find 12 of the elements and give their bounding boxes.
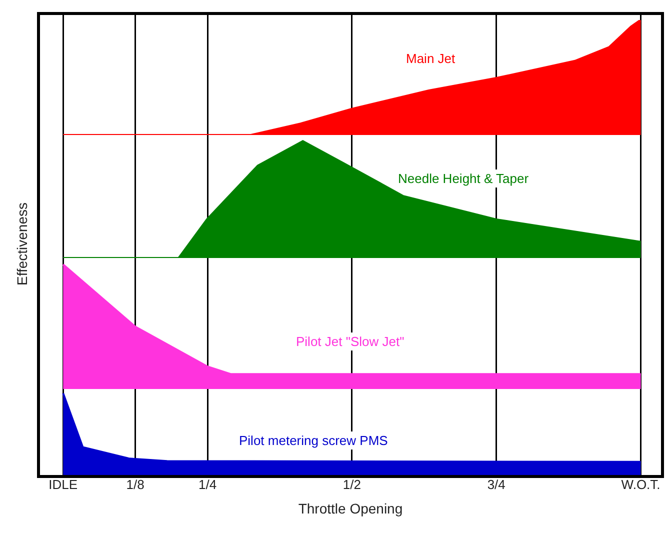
series-label: Needle Height & Taper [398, 171, 530, 186]
series-label: Main Jet [406, 51, 456, 66]
x-axis-title: Throttle Opening [298, 500, 403, 516]
x-tick-label: IDLE [48, 477, 78, 492]
x-tick-label: 1/4 [198, 477, 217, 492]
y-axis-title: Effectiveness [14, 202, 30, 288]
series-label: Pilot metering screw PMS [239, 433, 388, 448]
x-tick-label: 1/8 [126, 477, 144, 492]
x-tick-label: W.O.T. [621, 477, 660, 492]
series-label: Pilot Jet "Slow Jet" [296, 334, 405, 349]
x-tick-label: 3/4 [487, 477, 506, 492]
x-tick-label: 1/2 [342, 477, 361, 492]
